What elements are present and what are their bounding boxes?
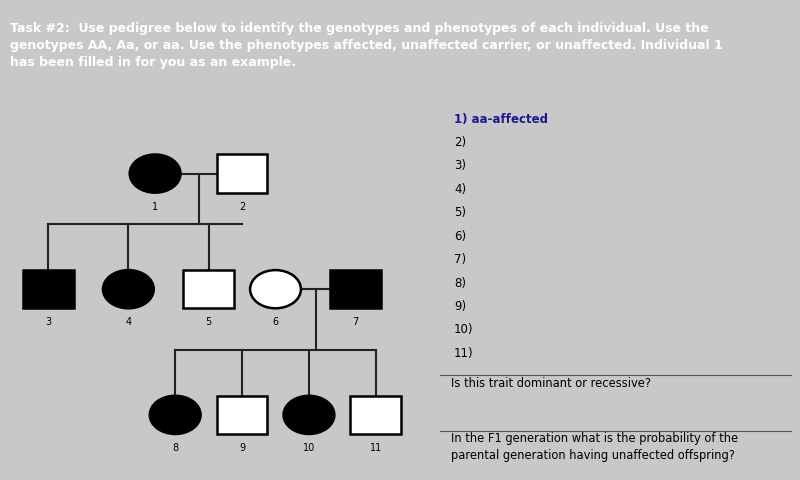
Text: 7: 7 <box>353 317 359 327</box>
Text: 5: 5 <box>206 317 212 327</box>
Circle shape <box>283 396 334 434</box>
Text: 1: 1 <box>152 202 158 212</box>
Text: 2): 2) <box>454 136 466 149</box>
Text: In the F1 generation what is the probability of the
parental generation having u: In the F1 generation what is the probabi… <box>450 432 738 462</box>
Text: 1) aa-affected: 1) aa-affected <box>454 112 548 125</box>
Bar <box>217 155 267 192</box>
Circle shape <box>103 270 154 308</box>
Circle shape <box>130 155 181 192</box>
Text: 11: 11 <box>370 443 382 453</box>
Text: 6: 6 <box>273 317 278 327</box>
Text: 3): 3) <box>454 159 466 172</box>
Text: 10: 10 <box>303 443 315 453</box>
Bar <box>217 396 267 434</box>
Text: 9): 9) <box>454 300 466 313</box>
Text: 6): 6) <box>454 230 466 243</box>
Text: 7): 7) <box>454 253 466 266</box>
Bar <box>183 270 234 308</box>
Text: Task #2:  Use pedigree below to identify the genotypes and phenotypes of each in: Task #2: Use pedigree below to identify … <box>10 22 722 69</box>
Text: 5): 5) <box>454 206 466 219</box>
Text: 9: 9 <box>239 443 245 453</box>
Circle shape <box>250 270 301 308</box>
Text: 2: 2 <box>239 202 245 212</box>
Bar <box>330 270 381 308</box>
Text: 8): 8) <box>454 276 466 289</box>
Text: 10): 10) <box>454 324 474 336</box>
Circle shape <box>150 396 201 434</box>
Text: 4): 4) <box>454 183 466 196</box>
Text: 3: 3 <box>45 317 51 327</box>
Bar <box>22 270 74 308</box>
Text: 4: 4 <box>126 317 131 327</box>
Text: 8: 8 <box>172 443 178 453</box>
Text: Is this trait dominant or recessive?: Is this trait dominant or recessive? <box>450 377 650 390</box>
Text: 11): 11) <box>454 347 474 360</box>
Bar <box>350 396 402 434</box>
